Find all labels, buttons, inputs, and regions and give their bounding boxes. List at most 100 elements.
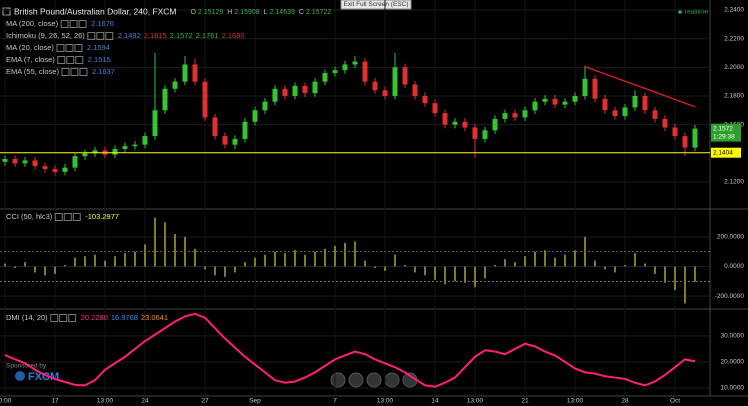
candle-body	[652, 110, 658, 119]
nav-button[interactable]	[384, 372, 400, 388]
cci-bar	[264, 254, 266, 267]
cci-bar	[344, 242, 346, 267]
chart-title: British Pound/Australian Dollar, 240, FX…	[14, 6, 177, 16]
cci-bar	[134, 251, 136, 267]
last-price-label: 2.1572	[713, 125, 733, 132]
legend-button[interactable]	[57, 56, 66, 64]
tooltip-box	[340, 0, 412, 10]
candle-body	[142, 136, 148, 145]
candle-body	[372, 81, 378, 91]
candle-body	[422, 95, 428, 104]
candle-body	[72, 156, 78, 168]
candle-body	[512, 113, 518, 118]
y-tick-label: 2.2200	[724, 35, 744, 42]
candle-body	[402, 67, 408, 85]
ohlc-value: 2.14639	[270, 9, 295, 16]
cci-bar	[504, 259, 506, 267]
cci-bar	[534, 251, 536, 267]
y-tick-label: 0.0000	[724, 263, 744, 270]
nav-button[interactable]	[330, 372, 346, 388]
indicator-value: 2.1676	[91, 19, 114, 28]
cci-bar	[154, 217, 156, 267]
candle-body	[242, 121, 248, 139]
nav-button[interactable]	[366, 372, 382, 388]
candle-body	[202, 81, 208, 118]
panel-value: 23.0641	[141, 313, 168, 322]
candle-body	[282, 88, 288, 96]
cci-bar	[364, 260, 366, 267]
last-price-tag	[711, 123, 741, 142]
indicator-name: MA (20, close)	[6, 43, 54, 52]
cci-bar	[24, 262, 26, 267]
legend-button[interactable]	[68, 314, 77, 322]
cci-bar	[424, 266, 426, 276]
legend-button[interactable]	[63, 213, 72, 221]
indicator-name: EMA (55, close)	[6, 67, 59, 76]
cci-bar	[4, 263, 6, 267]
cci-bar	[374, 266, 376, 269]
candle-body	[632, 95, 638, 108]
cci-bar	[224, 266, 226, 277]
candle-body	[622, 107, 628, 117]
candle-body	[182, 64, 188, 82]
candle-body	[362, 61, 368, 82]
cci-bar	[384, 266, 386, 271]
symbol-icon[interactable]	[2, 7, 11, 16]
legend-button[interactable]	[75, 56, 84, 64]
panel-title: DMI (14, 20)	[6, 313, 48, 322]
legend-button[interactable]	[69, 20, 78, 28]
legend-button[interactable]	[74, 44, 83, 52]
legend-button[interactable]	[50, 314, 59, 322]
legend-button[interactable]	[87, 32, 96, 40]
legend-button[interactable]	[72, 213, 81, 221]
candle-body	[442, 113, 448, 125]
cci-bar	[334, 245, 336, 267]
legend-button[interactable]	[65, 44, 74, 52]
candle-body	[62, 167, 68, 172]
candle-body	[482, 130, 488, 139]
cci-bar	[414, 266, 416, 273]
cci-bar	[164, 222, 166, 267]
cci-bar	[404, 265, 406, 267]
price-tag-label: 2.1404	[713, 149, 733, 156]
cci-bar	[304, 254, 306, 267]
candle-body	[392, 67, 398, 96]
cci-bar	[524, 256, 526, 267]
indicator-name: MA (200, close)	[6, 19, 59, 28]
candle-body	[562, 101, 568, 105]
legend-button[interactable]	[60, 20, 69, 28]
x-tick-label: 13:00	[377, 398, 394, 405]
indicator-value: 2.1515	[88, 55, 111, 64]
candle-body	[302, 85, 308, 94]
cci-bar	[494, 265, 496, 267]
legend-button[interactable]	[79, 68, 88, 76]
legend-button[interactable]	[70, 68, 79, 76]
candle-body	[572, 95, 578, 102]
cci-bar	[644, 263, 646, 267]
legend-button[interactable]	[54, 213, 63, 221]
legend-button[interactable]	[56, 44, 65, 52]
cci-bar	[84, 256, 86, 267]
panel-value: -103.2977	[85, 212, 119, 221]
cci-bar	[394, 254, 396, 267]
candle-body	[382, 90, 388, 96]
legend-button[interactable]	[61, 68, 70, 76]
legend-button[interactable]	[59, 314, 68, 322]
x-tick-label: Oct	[670, 398, 680, 405]
brand-logo	[15, 371, 25, 381]
ohlc-label: C	[299, 9, 304, 16]
cci-bar	[444, 266, 446, 285]
legend-button[interactable]	[105, 32, 114, 40]
cci-bar	[654, 266, 656, 274]
legend-button[interactable]	[96, 32, 105, 40]
legend-button[interactable]	[66, 56, 75, 64]
x-tick-label: 13:00	[567, 398, 584, 405]
x-tick-label: 13:00	[97, 398, 114, 405]
legend-button[interactable]	[78, 20, 87, 28]
nav-button[interactable]	[348, 372, 364, 388]
candle-body	[292, 85, 298, 96]
candle-body	[352, 61, 358, 65]
candle-body	[642, 95, 648, 111]
candle-body	[112, 148, 118, 155]
